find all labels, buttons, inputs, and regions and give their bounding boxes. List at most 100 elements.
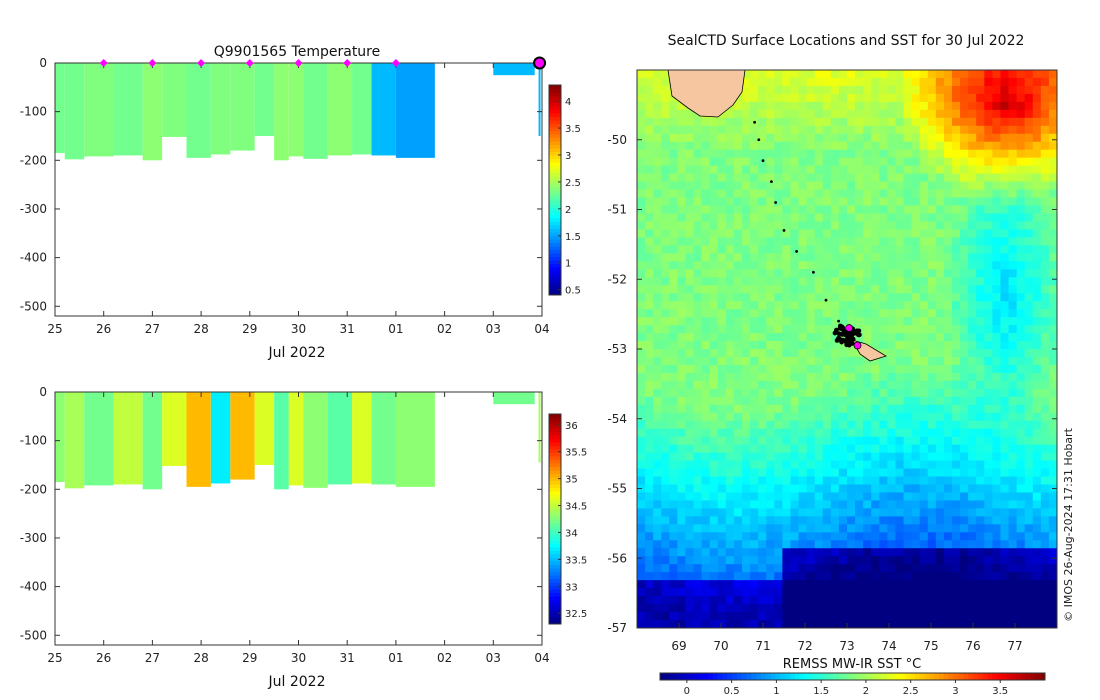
- sst-cell: [911, 460, 921, 470]
- sst-cell: [774, 548, 783, 557]
- sst-cell: [895, 317, 905, 326]
- sst-cell: [847, 428, 856, 438]
- sst-cell: [653, 428, 662, 438]
- sst-cell: [919, 412, 929, 422]
- sst-cell: [774, 580, 783, 589]
- sst-cell: [758, 396, 767, 406]
- sst-cell: [1016, 93, 1026, 103]
- sst-cell: [709, 524, 719, 533]
- sst-cell: [984, 70, 993, 79]
- temperature-colorbar: 0.511.522.533.54: [548, 84, 581, 297]
- sst-cell: [984, 181, 993, 191]
- sst-cell: [1040, 540, 1050, 549]
- sst-cell: [758, 221, 767, 231]
- sst-cell: [645, 293, 654, 302]
- sst-cell: [1008, 532, 1018, 541]
- sst-cell: [855, 596, 864, 605]
- sst-cell: [1008, 428, 1018, 438]
- sst-cell: [806, 436, 816, 446]
- cluster-point-51: [854, 328, 860, 334]
- t-colorbar-band-58: [549, 88, 561, 93]
- sst-cell: [879, 620, 888, 628]
- sst-cell: [774, 468, 783, 478]
- sst-cell: [709, 556, 719, 565]
- sst-cell: [733, 540, 743, 549]
- sst-cell: [1016, 101, 1026, 111]
- sst-cell: [669, 500, 678, 510]
- sst-cell: [992, 556, 1002, 565]
- sst-cell: [911, 325, 921, 334]
- sst-cell: [742, 269, 751, 278]
- sst-cell: [709, 133, 719, 143]
- sst-colorbar-band-50: [900, 673, 906, 680]
- s-colorbar-band-42: [549, 473, 561, 478]
- sst-cell: [927, 588, 937, 597]
- t-colorbar-band-18: [549, 228, 561, 233]
- t-xtick-label-0: 25: [47, 322, 62, 336]
- sst-cell: [677, 181, 687, 191]
- t-profile-marker-3: [245, 59, 254, 67]
- sst-cell: [669, 189, 678, 199]
- sst-cell: [1008, 380, 1018, 390]
- sst-cell: [774, 349, 783, 358]
- sst-cell: [693, 492, 703, 502]
- sst-cell: [750, 404, 759, 414]
- sst-cell: [806, 476, 816, 486]
- sst-cell: [637, 101, 646, 111]
- sst-cell: [871, 612, 880, 621]
- sst-cell: [1016, 564, 1026, 573]
- sst-cell: [1040, 173, 1050, 183]
- sst-cell: [992, 189, 1002, 199]
- sst-cell: [1024, 213, 1034, 223]
- sst-cell: [717, 524, 727, 533]
- sst-cell: [766, 213, 775, 223]
- sst-cell: [693, 356, 703, 366]
- sst-cell: [1000, 588, 1010, 597]
- sst-cell: [693, 548, 703, 557]
- sst-cell: [927, 564, 937, 573]
- sst-cell: [855, 436, 864, 446]
- sst-cell: [701, 253, 711, 262]
- sst-cell: [847, 548, 856, 557]
- sst-cell: [895, 293, 905, 302]
- sst-cell: [669, 141, 678, 151]
- sst-cell: [733, 364, 743, 374]
- sst-cell: [879, 548, 888, 557]
- sst-cell: [984, 548, 993, 557]
- sst-cell: [927, 404, 937, 414]
- sst-cell: [838, 309, 848, 318]
- sst-cell: [879, 572, 888, 581]
- sst-cell: [927, 85, 937, 95]
- sst-cell: [766, 572, 775, 581]
- sst-cell: [976, 596, 985, 605]
- sst-cell: [992, 173, 1002, 183]
- sst-cell: [855, 532, 864, 541]
- s-colorbar-band-21: [549, 547, 561, 551]
- sst-cell: [838, 349, 848, 358]
- sst-cell: [1008, 173, 1018, 183]
- t-colorbar-band-33: [549, 176, 561, 180]
- sst-cell: [645, 101, 654, 111]
- sst-cell: [1008, 277, 1018, 286]
- sst-cell: [952, 444, 961, 454]
- sst-cell: [879, 253, 888, 262]
- sst-cell: [1040, 612, 1050, 621]
- sst-cell: [1008, 620, 1018, 628]
- sst-cell: [806, 452, 816, 462]
- sst-cell: [830, 492, 840, 502]
- sst-cell: [976, 77, 985, 87]
- t-colorbar-band-6: [549, 270, 561, 275]
- sst-cell: [847, 85, 856, 95]
- sst-cell: [637, 604, 646, 613]
- sst-cell: [669, 197, 678, 207]
- t-colorbar-band-40: [549, 151, 561, 156]
- sst-cell: [717, 620, 727, 628]
- s-xtick-label-9: 03: [486, 651, 501, 665]
- sst-cell: [742, 341, 751, 350]
- sst-cell: [1000, 133, 1010, 143]
- sst-cell: [742, 309, 751, 318]
- sst-cell: [1000, 141, 1010, 151]
- sst-cell: [725, 484, 735, 494]
- sst-cell: [871, 580, 880, 589]
- sst-cell: [645, 77, 654, 87]
